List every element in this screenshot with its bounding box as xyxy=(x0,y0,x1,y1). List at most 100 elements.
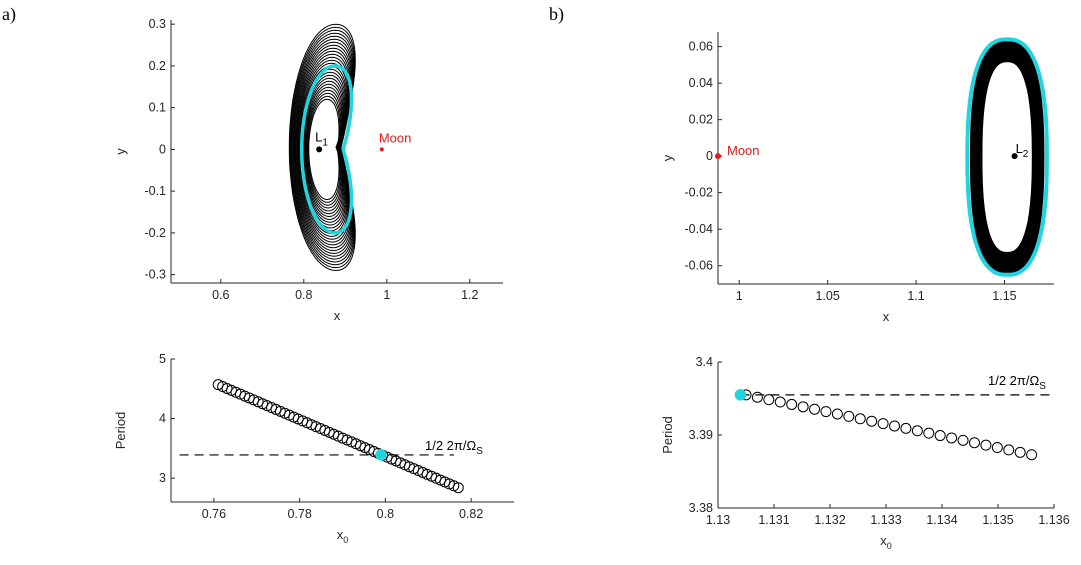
x-tick-label: 1.131 xyxy=(758,513,789,527)
x-tick-label: 1.135 xyxy=(982,513,1013,527)
l1-label: L1 xyxy=(315,129,328,148)
orbit-curve xyxy=(292,38,354,257)
x-tick-label: 1.134 xyxy=(926,513,957,527)
x-axis-label: x xyxy=(883,309,890,324)
x-tick-label: 1.133 xyxy=(870,513,901,527)
y-tick-label: 0.06 xyxy=(689,40,713,54)
period-marker xyxy=(934,430,946,442)
period-marker xyxy=(877,418,889,430)
half-period-label: 1/2 2π/ΩS xyxy=(425,438,483,457)
period-marker xyxy=(843,410,855,422)
orbit-curve xyxy=(308,98,340,201)
period-marker xyxy=(946,432,958,444)
y-axis-label: Period xyxy=(113,412,128,450)
x-tick-label: 1.1 xyxy=(907,289,924,303)
y-tick-label: 0.3 xyxy=(149,17,166,31)
period-marker xyxy=(786,398,798,410)
half-period-label: 1/2 2π/ΩS xyxy=(988,373,1046,392)
x-tick-label: 0.6 xyxy=(212,288,229,302)
x-tick-label: 1.132 xyxy=(814,513,845,527)
moon-point xyxy=(715,153,721,160)
x-axis-label: x0 xyxy=(880,533,892,551)
chart-b-orbits: 1 1.05 1.1 1.15 -0.06 -0.04 -0.02 0 0.02 0.04 0.06… xyxy=(660,32,1054,324)
y-tick-label: 0.02 xyxy=(689,113,713,127)
period-marker xyxy=(751,391,763,403)
orbit-curve xyxy=(293,41,353,254)
moon-point xyxy=(379,147,384,152)
y-tick-label: 0.1 xyxy=(149,101,166,115)
y-axis-label: Period xyxy=(660,416,675,454)
x-tick-label: 1.05 xyxy=(815,289,839,303)
orbit-curve xyxy=(291,32,355,263)
orbit-curve xyxy=(294,44,353,252)
y-tick-label: 0 xyxy=(706,149,713,163)
x-axis-label: x0 xyxy=(337,527,349,545)
x-tick-label: 1.2 xyxy=(461,288,478,302)
y-tick-label: 4 xyxy=(159,412,166,426)
y-axis-label: y xyxy=(113,148,128,155)
period-marker xyxy=(831,408,843,420)
highlighted-marker xyxy=(375,449,387,461)
panel-label-a: a) xyxy=(2,4,16,25)
period-marker xyxy=(889,420,901,432)
period-marker xyxy=(991,442,1003,454)
period-marker xyxy=(968,437,980,449)
orbit-curve xyxy=(289,26,356,269)
period-marker xyxy=(797,401,809,413)
y-tick-label: 3.39 xyxy=(689,428,713,442)
period-marker xyxy=(866,415,878,427)
x-tick-label: 0.8 xyxy=(377,507,394,521)
orbit-curve xyxy=(291,35,354,260)
y-tick-label: 3 xyxy=(159,471,166,485)
period-marker xyxy=(1026,449,1038,461)
period-marker xyxy=(900,422,912,434)
l1-point xyxy=(316,146,323,153)
period-marker xyxy=(1003,444,1015,456)
x-tick-label: 0.8 xyxy=(295,288,312,302)
chart-b-period: 1.13 1.131 1.132 1.133 1.134 1.135 1.136 3.38 3.… xyxy=(660,355,1070,551)
orbit-curve xyxy=(295,50,351,246)
y-tick-label: 3.38 xyxy=(689,501,713,515)
x-tick-label: 0.78 xyxy=(287,507,311,521)
orbit-curve xyxy=(305,89,342,209)
y-axis-label: y xyxy=(660,154,675,161)
y-tick-label: -0.2 xyxy=(144,226,166,240)
y-tick-label: 5 xyxy=(159,352,166,366)
x-tick-label: 1.136 xyxy=(1038,513,1069,527)
y-tick-label: -0.02 xyxy=(685,186,714,200)
l2-point xyxy=(1011,153,1018,160)
highlighted-marker xyxy=(734,389,747,401)
orbit-curve xyxy=(298,62,349,235)
moon-label: Moon xyxy=(727,143,760,158)
orbit-curve xyxy=(306,92,342,206)
period-marker xyxy=(980,439,992,451)
x-tick-label: 1 xyxy=(383,288,390,302)
moon-label: Moon xyxy=(379,130,412,145)
x-tick-label: 1.15 xyxy=(992,289,1016,303)
orbit-curve xyxy=(288,23,356,272)
x-axis-label: x xyxy=(334,308,341,323)
y-tick-label: -0.3 xyxy=(144,268,166,282)
highlighted-orbit xyxy=(299,64,354,235)
x-tick-label: 1.13 xyxy=(706,513,730,527)
chart-a-orbits: 0.6 0.8 1 1.2 -0.3 -0.2 -0.1 0 0.1 0.2 0.3 x y L1 Moon xyxy=(113,17,503,323)
x-tick-label: 1 xyxy=(736,289,743,303)
orbit-curve xyxy=(303,80,345,218)
chart-a-period: 0.76 0.78 0.8 0.82 3 4 5 x0 Period 1/2 2π/ΩS xyxy=(113,352,514,545)
y-tick-label: -0.04 xyxy=(685,222,714,236)
highlighted-orbit xyxy=(965,37,1049,277)
x-tick-label: 0.76 xyxy=(202,507,226,521)
l2-label: L2 xyxy=(1016,141,1029,160)
period-marker xyxy=(1014,446,1026,458)
orbit-curve xyxy=(290,29,355,266)
y-tick-label: 0 xyxy=(159,142,166,156)
orbit-curve xyxy=(294,47,352,249)
period-marker xyxy=(452,482,464,494)
y-tick-label: 3.4 xyxy=(696,355,713,369)
period-marker xyxy=(763,394,775,406)
panel-label-b: b) xyxy=(549,4,564,25)
period-marker xyxy=(957,434,969,446)
y-tick-label: -0.1 xyxy=(144,184,166,198)
y-tick-label: 0.2 xyxy=(149,59,166,73)
